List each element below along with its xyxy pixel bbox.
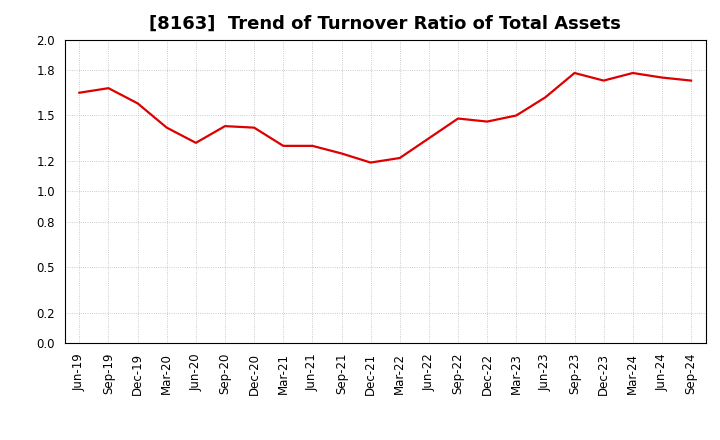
Title: [8163]  Trend of Turnover Ratio of Total Assets: [8163] Trend of Turnover Ratio of Total … [149,15,621,33]
